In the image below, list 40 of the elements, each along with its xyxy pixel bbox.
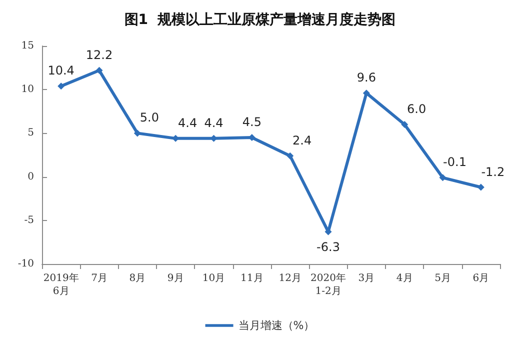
data-label: 12.2 [86, 48, 113, 62]
x-tick-label: 2020年 1-2月 [310, 272, 346, 297]
data-label: -0.1 [443, 155, 466, 170]
data-label: 4.4 [204, 116, 224, 130]
point [439, 174, 446, 182]
y-tick-label: -10 [18, 258, 34, 270]
x-tick-label: 7月 [91, 273, 108, 284]
y-tick-label: 5 [28, 128, 34, 139]
x-tick-label: 10月 [202, 273, 226, 284]
x-tick-label: 8月 [129, 273, 146, 284]
data-label: 4.5 [242, 115, 262, 130]
x-tick-label: 6月 [472, 273, 490, 284]
data-label: -6.3 [316, 240, 340, 254]
y-tick-label: 10 [21, 84, 34, 96]
x-tick-label: 12月 [278, 273, 302, 284]
y-tick-label: 0 [28, 171, 34, 182]
x-tick-label: 5月 [434, 273, 451, 284]
data-label: 6.0 [407, 102, 426, 116]
point [96, 66, 103, 74]
point [286, 152, 294, 160]
data-label: 2.4 [292, 133, 312, 148]
y-tick-label: 15 [21, 40, 34, 52]
x-tick-label: 2019年 6月 [43, 272, 79, 297]
x-tick-label: 9月 [167, 273, 184, 284]
x-tick-label: 3月 [358, 273, 375, 284]
point [134, 130, 141, 137]
data-label: -1.2 [481, 164, 505, 179]
y-tick-label: -5 [24, 214, 34, 226]
data-label: 9.6 [356, 70, 376, 85]
legend-label: 当月增速（%） [238, 319, 315, 332]
data-label: 4.4 [178, 116, 198, 130]
chart-title: 图1 规模以上工业原煤产量增速月度走势图 [124, 11, 396, 28]
data-label: 10.4 [48, 64, 74, 78]
point [362, 90, 370, 97]
point [477, 184, 484, 191]
point [58, 82, 65, 90]
x-tick-label: 4月 [396, 273, 413, 284]
point [401, 120, 408, 128]
data-label: 5.0 [140, 110, 159, 125]
x-tick-label: 11月 [240, 273, 264, 284]
